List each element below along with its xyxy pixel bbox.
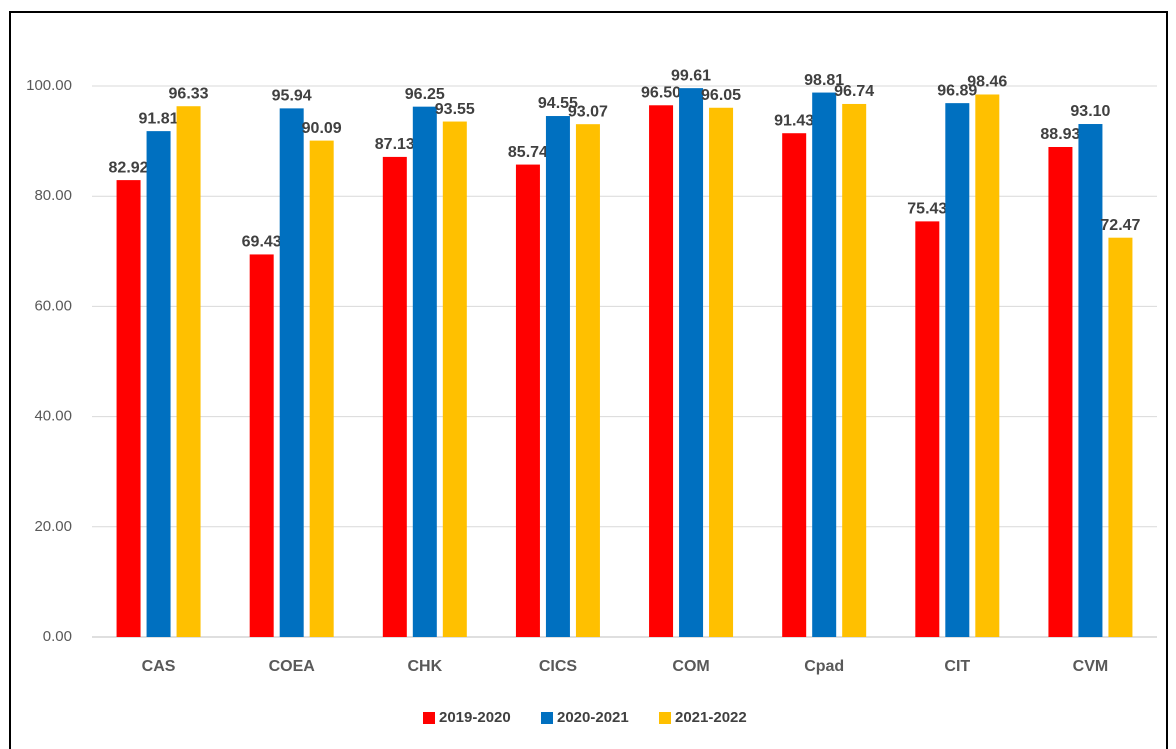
data-label: 93.55 xyxy=(435,101,475,118)
legend-label: 2020-2021 xyxy=(557,709,629,726)
bar xyxy=(146,131,171,638)
data-label: 90.09 xyxy=(302,120,342,137)
data-label: 85.74 xyxy=(508,144,548,161)
legend-swatch xyxy=(541,712,553,724)
bar xyxy=(782,133,807,637)
data-label: 98.81 xyxy=(804,72,844,89)
bar xyxy=(515,164,540,637)
y-tick-label: 60.00 xyxy=(34,297,72,314)
bar xyxy=(1078,124,1103,638)
x-tick-label: CHK xyxy=(407,658,442,675)
data-label: 93.10 xyxy=(1070,103,1110,120)
x-tick-label: COM xyxy=(672,658,709,675)
data-label: 75.43 xyxy=(907,201,947,218)
bar xyxy=(649,105,674,637)
data-label: 99.61 xyxy=(671,67,711,84)
bar xyxy=(915,221,940,637)
data-label: 69.43 xyxy=(242,234,282,251)
bar xyxy=(442,121,467,638)
bar xyxy=(842,103,867,638)
bar xyxy=(309,140,334,637)
x-tick-label: CAS xyxy=(142,658,176,675)
x-tick-label: COEA xyxy=(269,658,316,675)
bar xyxy=(945,103,970,637)
bar xyxy=(249,254,274,637)
bar xyxy=(975,94,1000,637)
data-label: 96.25 xyxy=(405,86,445,103)
data-label: 72.47 xyxy=(1100,217,1140,234)
data-label: 94.55 xyxy=(538,95,578,112)
data-label: 87.13 xyxy=(375,136,415,153)
y-tick-label: 0.00 xyxy=(43,628,72,645)
bar xyxy=(545,116,570,638)
x-tick-label: CVM xyxy=(1073,658,1109,675)
x-tick-label: CICS xyxy=(539,658,578,675)
x-tick-label: CIT xyxy=(944,658,970,675)
bar xyxy=(116,180,141,638)
data-label: 96.74 xyxy=(834,83,874,100)
data-label: 96.05 xyxy=(701,87,741,104)
legend-swatch xyxy=(659,712,671,724)
bar xyxy=(1108,237,1133,637)
data-label: 96.50 xyxy=(641,85,681,102)
bar xyxy=(279,108,304,637)
legend-label: 2019-2020 xyxy=(439,709,511,726)
bar xyxy=(679,88,704,637)
data-label: 82.92 xyxy=(109,159,149,176)
bar xyxy=(382,156,407,637)
legend-label: 2021-2022 xyxy=(675,709,747,726)
y-tick-label: 20.00 xyxy=(34,518,72,535)
bar xyxy=(709,107,734,637)
data-label: 96.33 xyxy=(169,85,209,102)
data-label: 91.43 xyxy=(774,112,814,129)
data-label: 96.89 xyxy=(937,82,977,99)
data-label: 88.93 xyxy=(1040,126,1080,143)
bar xyxy=(1048,146,1073,637)
bar xyxy=(812,92,837,638)
bar xyxy=(176,106,201,638)
bar xyxy=(412,106,437,638)
data-label: 93.07 xyxy=(568,103,608,120)
data-label: 98.46 xyxy=(967,74,1007,91)
y-tick-label: 80.00 xyxy=(34,187,72,204)
data-label: 91.81 xyxy=(139,110,179,127)
x-tick-label: Cpad xyxy=(804,658,844,675)
legend-swatch xyxy=(423,712,435,724)
y-tick-label: 40.00 xyxy=(34,408,72,425)
y-tick-label: 100.00 xyxy=(26,77,72,94)
bar xyxy=(575,124,600,637)
data-label: 95.94 xyxy=(272,88,312,105)
